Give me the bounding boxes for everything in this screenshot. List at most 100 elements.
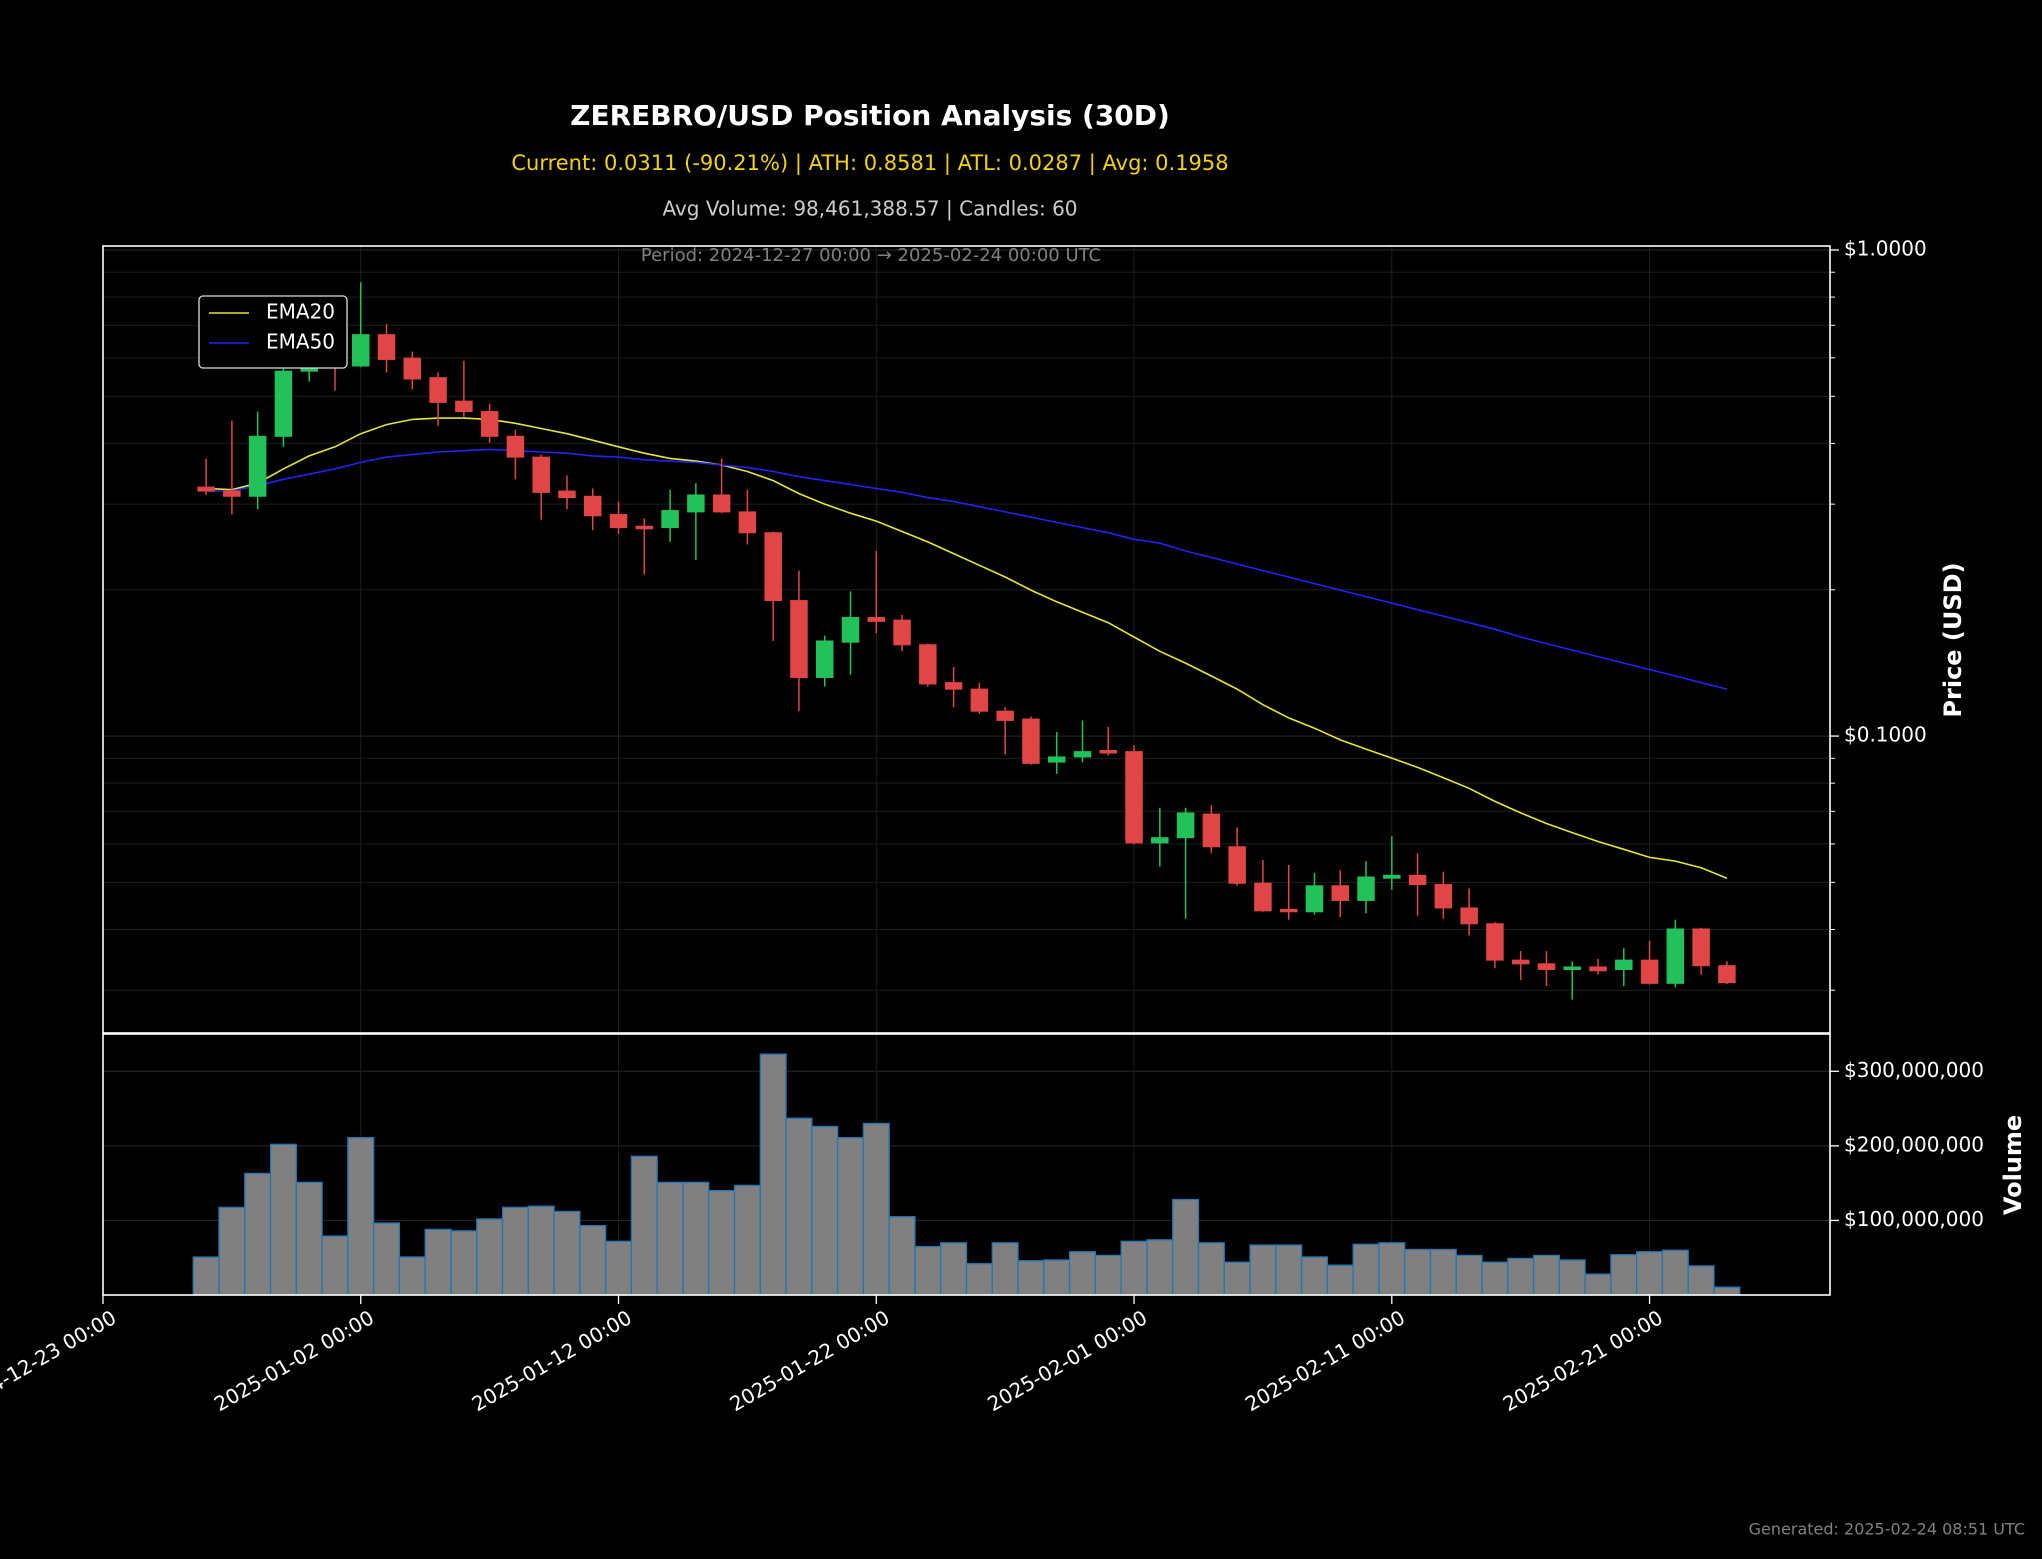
volume-bar [1120, 1240, 1148, 1296]
volume-bar [501, 1206, 529, 1296]
price-frame [102, 245, 1831, 1034]
volume-bar [1249, 1244, 1277, 1296]
volume-bar [656, 1181, 684, 1296]
volume-bar [450, 1230, 478, 1296]
candle-body [1718, 965, 1736, 984]
candle-body [996, 710, 1014, 721]
period-text: Period: 2024-12-27 00:00 → 2025-02-24 00… [641, 245, 1101, 266]
y-tick-label: $300,000,000 [1844, 1058, 1984, 1082]
volume-bar [1326, 1264, 1354, 1296]
volume-bar [527, 1205, 555, 1296]
volume-bar [708, 1189, 736, 1296]
candle-body [1537, 963, 1556, 970]
candle-body [944, 682, 963, 690]
volume-bar [991, 1242, 1019, 1296]
volume-bar [965, 1263, 993, 1296]
volume-bar [1197, 1242, 1225, 1296]
candle-body [1692, 928, 1710, 967]
volume-bar [1584, 1273, 1612, 1296]
candle-body [1022, 718, 1040, 764]
candle-body [1151, 837, 1169, 844]
candle-body [1434, 884, 1453, 909]
candle-body [1228, 846, 1246, 884]
candle-body [583, 495, 602, 517]
candle-body [1047, 756, 1066, 763]
candle-body [429, 377, 447, 403]
stats-line: Avg Volume: 98,461,388.57 | Candles: 60 [662, 197, 1077, 221]
volume-bar [295, 1181, 323, 1296]
volume-bar [321, 1235, 349, 1296]
candle-body [1383, 874, 1401, 879]
candle-body [1073, 751, 1092, 758]
volume-bar [1404, 1248, 1432, 1296]
volume-bar [1017, 1260, 1045, 1296]
candle-body [1589, 966, 1607, 972]
candle-body [1563, 966, 1581, 970]
volume-bar [1558, 1259, 1586, 1296]
volume-bar [604, 1240, 633, 1296]
volume-bar [785, 1117, 813, 1296]
chart-subtitle: Current: 0.0311 (-90.21%) | ATH: 0.8581 … [511, 151, 1228, 176]
volume-bar [1610, 1254, 1638, 1296]
candle-body [1099, 749, 1118, 754]
candle-body [1615, 959, 1633, 970]
y-axis-label: Price (USD) [1939, 562, 1967, 717]
volume-bar [759, 1053, 787, 1296]
candle-body [1486, 923, 1504, 961]
volume-bar [1507, 1257, 1535, 1296]
candle-body [1254, 882, 1272, 912]
volume-bar [1352, 1243, 1380, 1296]
volume-bar [1275, 1244, 1303, 1296]
volume-bar [553, 1210, 581, 1296]
candle-body [1666, 928, 1685, 984]
candle-body [1305, 885, 1324, 913]
chart-title: ZEREBRO/USD Position Analysis (30D) [570, 99, 1170, 132]
candle-body [712, 494, 731, 513]
volume-axis-label: Volume [1999, 1115, 2027, 1215]
volume-bar [347, 1137, 375, 1296]
legend-label: EMA20 [266, 300, 335, 324]
candle-body [815, 640, 834, 678]
candle-body [197, 486, 215, 492]
volume-bar [1223, 1261, 1251, 1296]
candle-body [1279, 908, 1298, 913]
volume-bar [1429, 1248, 1457, 1296]
candle-body [352, 334, 370, 367]
volume-bar [1481, 1261, 1509, 1296]
legend: EMA20 EMA50 [198, 295, 348, 369]
candle-body [480, 411, 499, 437]
candle-body [532, 456, 550, 493]
candle-body [919, 644, 937, 685]
candle-body [1460, 907, 1478, 925]
candle-body [377, 334, 396, 360]
volume-bar [192, 1256, 220, 1296]
footer: Generated: 2025-02-24 08:51 UTC [1749, 1520, 2025, 1539]
volume-bar [424, 1228, 452, 1296]
volume-bar [1713, 1286, 1741, 1296]
candle-body [455, 400, 473, 413]
volume-bar [579, 1224, 607, 1296]
volume-frame [102, 1033, 1831, 1296]
volume-bar [1172, 1198, 1200, 1296]
candle-body [738, 511, 757, 534]
volume-bar [1636, 1251, 1664, 1296]
candle-body [867, 616, 886, 622]
candle-body [1125, 751, 1143, 844]
candle-body [1511, 959, 1530, 965]
legend-box [198, 295, 348, 369]
volume-bar [811, 1125, 839, 1296]
volume-bar [1146, 1239, 1174, 1296]
volume-bar [1455, 1254, 1483, 1296]
volume-bar [862, 1122, 890, 1296]
volume-bar [1687, 1265, 1715, 1296]
candle-body [893, 619, 911, 646]
candle-body [223, 490, 241, 497]
candle-body [970, 688, 989, 712]
volume-bar [1043, 1259, 1071, 1296]
volume-bar [218, 1206, 246, 1296]
candle-body [1176, 812, 1195, 839]
y-tick-label: $1.0000 [1844, 236, 1927, 260]
volume-bar [888, 1216, 916, 1296]
